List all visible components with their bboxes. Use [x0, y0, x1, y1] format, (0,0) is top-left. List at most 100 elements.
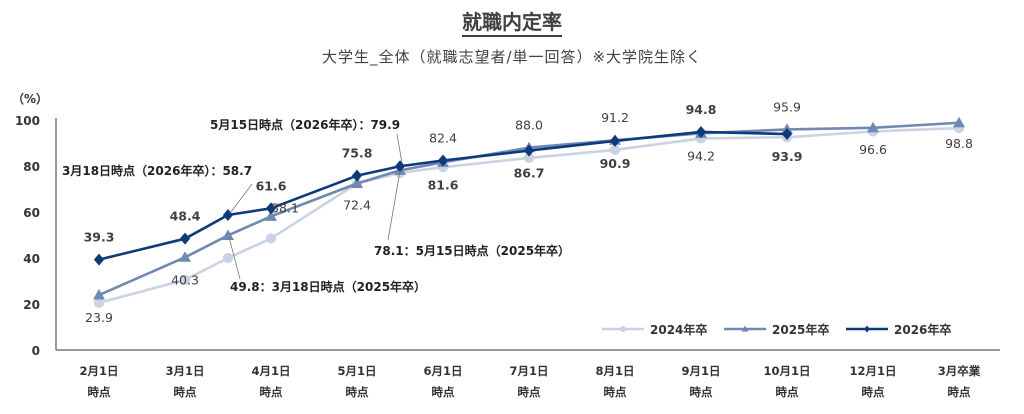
diamond-marker-icon [437, 154, 449, 167]
callout-annotations: 5月15日時点（2026年卒）：79.9 3月18日時点（2026年卒）：58.7… [62, 117, 570, 294]
data-label: 58.1 [271, 200, 299, 215]
triangle-marker-icon [265, 210, 277, 221]
data-label: 91.2 [601, 110, 629, 125]
data-label: 82.4 [429, 130, 457, 145]
x-tick-label: 時点 [604, 385, 627, 399]
triangle-marker-icon [953, 116, 965, 128]
circle-marker-icon [620, 326, 626, 332]
x-tick-label: 時点 [260, 385, 283, 399]
callout-label: 5月15日時点（2026年卒）：79.9 [210, 117, 400, 132]
legend-label: 2026年卒 [894, 322, 951, 337]
x-tick-label: 3月卒業 [938, 364, 981, 378]
data-label: 40.3 [171, 272, 199, 287]
x-tick-label: 時点 [518, 385, 541, 399]
circle-marker-icon [609, 144, 621, 155]
x-tick-label: 時点 [776, 385, 799, 399]
legend-item-2024年卒: 2024年卒 [602, 322, 707, 337]
diamond-marker-icon [864, 325, 870, 333]
x-tick-label: 3月1日 [165, 364, 204, 378]
data-label: 98.8 [945, 136, 973, 151]
circle-marker-icon [265, 233, 277, 244]
x-tick-label: 時点 [432, 385, 455, 399]
x-tick-label: 2月1日 [79, 364, 118, 378]
diamond-marker-icon [609, 134, 621, 147]
x-tick-label: 時点 [346, 385, 369, 399]
data-label: 23.9 [85, 310, 113, 325]
diamond-marker-icon [351, 169, 363, 182]
callout-leader-line [230, 183, 253, 213]
y-tick-label: 60 [23, 206, 40, 220]
chart-title-text: 就職内定率 [462, 10, 562, 37]
diamond-marker-icon [394, 160, 406, 173]
data-label: 75.8 [342, 146, 373, 161]
data-label: 96.6 [859, 142, 887, 157]
data-label: 81.6 [428, 177, 459, 192]
data-label: 39.3 [84, 230, 115, 245]
x-tick-label: 12月1日 [849, 364, 896, 378]
data-label: 72.4 [343, 197, 371, 212]
diamond-marker-icon [179, 232, 191, 245]
x-tick-label: 6月1日 [423, 364, 462, 378]
x-tick-label: 8月1日 [595, 364, 634, 378]
triangle-marker-icon [222, 229, 234, 240]
x-tick-label: 7月1日 [509, 364, 548, 378]
callout-leader-line [396, 133, 403, 164]
data-label: 86.7 [514, 166, 545, 181]
legend-label: 2024年卒 [650, 322, 707, 337]
diamond-marker-icon [781, 128, 793, 141]
chart-subtitle: 大学生_全体（就職志望者/単一回答）※大学院生除く [321, 48, 703, 66]
x-tick-label: 4月1日 [251, 364, 290, 378]
x-tick-label: 時点 [690, 385, 713, 399]
diamond-marker-icon [695, 125, 707, 138]
circle-marker-icon [523, 152, 535, 164]
triangle-marker-icon [741, 325, 749, 332]
legend-item-2026年卒: 2026年卒 [846, 322, 951, 337]
x-tick-label: 時点 [88, 385, 111, 399]
data-label: 95.9 [773, 99, 801, 114]
triangle-marker-icon [93, 289, 105, 300]
data-label: 88.0 [515, 118, 543, 133]
triangle-marker-icon [351, 177, 363, 188]
series-2026年卒 [93, 125, 793, 266]
series-line [98, 130, 788, 261]
circle-marker-icon [93, 297, 105, 308]
diamond-marker-icon [265, 202, 277, 215]
data-labels: 39.3 48.4 61.6 75.8 82.4 88.0 91.2 94.8 95.9 23.9… [84, 99, 973, 325]
x-tick-label: 時点 [948, 385, 971, 399]
diamond-marker-icon [93, 253, 105, 266]
data-label: 90.9 [600, 156, 631, 171]
triangle-marker-icon [867, 121, 879, 133]
legend-item-2025年卒: 2025年卒 [724, 322, 829, 337]
y-tick-label: 20 [23, 298, 40, 312]
x-tick-label: 5月1日 [337, 364, 376, 378]
data-label: 94.2 [687, 148, 715, 163]
chart-legend: 2024年卒 2025年卒 2026年卒 [602, 322, 951, 337]
callout-leader-line [228, 236, 241, 280]
triangle-marker-icon [179, 251, 191, 262]
series-lines [93, 116, 965, 308]
callout-label: 78.1：5月15日時点（2025年卒） [374, 243, 570, 258]
x-tick-label: 時点 [862, 385, 885, 399]
diamond-marker-icon [523, 144, 535, 157]
circle-marker-icon [222, 252, 234, 264]
data-label: 48.4 [170, 209, 201, 224]
callout-leader-line [387, 170, 401, 241]
y-axis-unit: （%） [12, 91, 48, 106]
y-tick-label: 80 [23, 160, 40, 174]
diamond-marker-icon [222, 208, 234, 221]
x-tick-label: 10月1日 [763, 364, 810, 378]
legend-label: 2025年卒 [772, 322, 829, 337]
data-label: 94.8 [686, 102, 717, 117]
y-tick-label: 100 [15, 114, 40, 128]
data-label: 93.9 [772, 149, 803, 164]
chart-title: 就職内定率 [0, 6, 1024, 37]
data-label: 61.6 [256, 178, 287, 193]
x-tick-label: 9月1日 [681, 364, 720, 378]
y-tick-label: 40 [23, 252, 40, 266]
x-tick-label: 時点 [174, 385, 197, 399]
callout-label: 3月18日時点（2026年卒）：58.7 [62, 163, 252, 178]
callout-label: 49.8：3月18日時点（2025年卒） [230, 279, 426, 294]
series-2025年卒 [93, 116, 965, 300]
